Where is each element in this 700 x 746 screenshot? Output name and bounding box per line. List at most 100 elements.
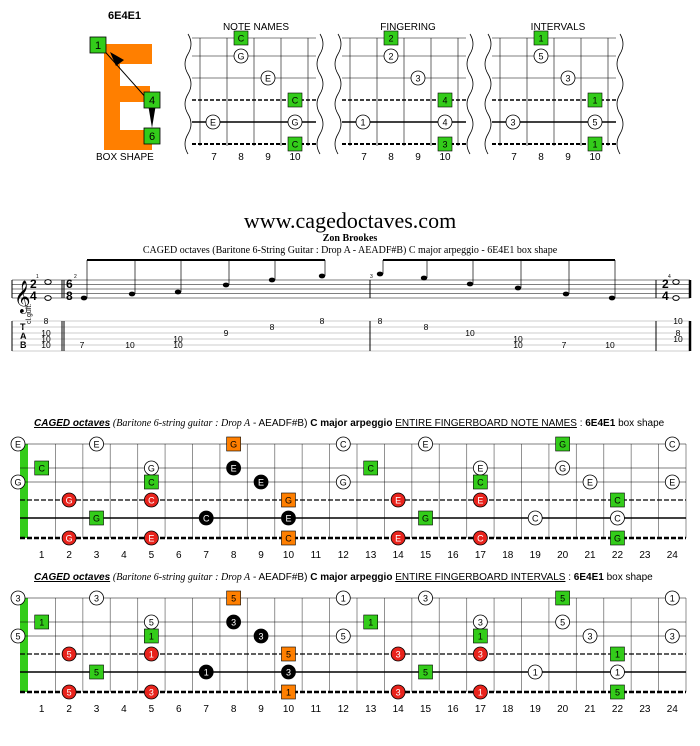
tab-number: 8 [676, 328, 681, 338]
tab-number: 8 [44, 316, 49, 326]
fret-number: 5 [149, 550, 155, 561]
fret-number: 11 [311, 704, 322, 715]
mini-mark-label: 4 [442, 118, 447, 128]
fret-mark [418, 664, 433, 680]
mini-mark [437, 136, 453, 152]
note-head [562, 291, 570, 297]
fret-mark [664, 436, 680, 452]
fret-number: 7 [203, 550, 209, 561]
fretboard-intervals: 353 5 1 3 5 11 5 3 1 3 51 3 5 1 3 35 1 5 3 3 15 1 3 5 1 15 3 1 3 1 51 2… [10, 590, 687, 715]
fret-mark [281, 664, 296, 680]
fret-mark [610, 684, 625, 700]
fret-mark-label: E [395, 496, 401, 506]
fret-number: 19 [530, 550, 542, 561]
mini-fret-number: 8 [538, 152, 544, 163]
tab-number: 10 [125, 340, 135, 350]
measure-number-3: 3 [370, 274, 373, 280]
fret-mark [144, 628, 159, 644]
fret-mark [198, 510, 214, 526]
fret-mark-label: 1 [533, 668, 538, 678]
time-sig-2-bottom: 8 [66, 289, 73, 303]
fret-mark-label: 3 [396, 688, 401, 698]
tab-number: 10 [41, 340, 51, 350]
mini-mark [560, 70, 576, 86]
mini-mark [587, 114, 603, 130]
fret-mark [473, 474, 488, 490]
fret-number: 21 [584, 704, 596, 715]
subtitle: CAGED octaves (Baritone 6-String Guitar … [142, 245, 558, 256]
mini-mark-label: 2 [388, 52, 393, 62]
fret-mark [390, 492, 406, 508]
fret-mark [89, 664, 104, 680]
tab-number: 10 [41, 328, 51, 338]
fret-number: 15 [420, 550, 432, 561]
fret-number: 9 [258, 704, 264, 715]
arrow-down-icon [148, 104, 156, 128]
fret-mark [418, 436, 433, 452]
nut [20, 598, 28, 692]
fret-number: 4 [121, 704, 127, 715]
fret-mark-label: 3 [588, 632, 593, 642]
fret-number: 13 [365, 704, 377, 715]
mini-mark-label: 2 [388, 34, 393, 44]
fret-mark-label: 3 [478, 650, 483, 660]
fret-mark [226, 436, 241, 452]
fret-mark-label: 5 [560, 594, 565, 604]
fret-number: 6 [176, 550, 182, 561]
fret-mark [281, 646, 296, 662]
fret-number: 7 [203, 704, 209, 715]
fret-mark-label: G [148, 464, 155, 474]
fret-mark-label: E [587, 478, 593, 488]
fret-mark-label: C [614, 514, 621, 524]
tab-letter-a: A [20, 331, 27, 341]
fret-mark [335, 590, 351, 606]
fret-mark-label: C [148, 496, 155, 506]
fret-mark-label: 5 [149, 618, 154, 628]
fret-mark [89, 510, 104, 526]
fret-mark-label: E [258, 478, 264, 488]
mini-mark-label: 4 [442, 96, 447, 106]
fret-mark [335, 436, 351, 452]
fret-mark-label: 5 [231, 594, 236, 604]
mini-fret-number: 7 [211, 152, 217, 163]
mini-diagram-fingering: 2 2 3 4 1 4 3 7 8 9 10 [334, 30, 474, 163]
fret-mark [281, 530, 296, 546]
fret-mark [472, 684, 488, 700]
tab-number: 10 [605, 340, 615, 350]
fret-mark [143, 492, 159, 508]
fret-mark-label: 3 [396, 650, 401, 660]
fret-number: 3 [94, 550, 100, 561]
tab-number: 8 [270, 322, 275, 332]
fretboard-intervals-title: CAGED octaves (Baritone 6-string guitar … [34, 572, 653, 583]
fret-number: 10 [283, 550, 295, 561]
tab-number: 7 [562, 340, 567, 350]
fret-mark [610, 530, 625, 546]
tab-number: 10 [41, 334, 51, 344]
fret-mark [555, 614, 571, 630]
fret-mark [390, 646, 406, 662]
box-shape-caption: BOX SHAPE [96, 152, 154, 163]
fret-number: 1 [39, 704, 45, 715]
fret-mark [253, 628, 269, 644]
fret-number: 1 [39, 550, 45, 561]
fret-mark [610, 492, 625, 508]
fret-number: 21 [584, 550, 596, 561]
fret-mark-label: G [559, 440, 566, 450]
tab-number: 10 [513, 334, 523, 344]
fret-mark-label: 3 [478, 618, 483, 628]
fret-mark [89, 590, 104, 606]
fret-mark [418, 590, 433, 606]
time-sig-2-top: 6 [66, 277, 73, 291]
fret-mark [335, 474, 351, 490]
measure-number-4: 4 [668, 274, 671, 280]
fret-number: 10 [283, 704, 295, 715]
fret-mark [363, 614, 379, 630]
fret-mark-label: G [66, 496, 73, 506]
fret-number: 4 [121, 550, 127, 561]
fret-mark-label: C [38, 464, 45, 474]
mini-mark [287, 114, 303, 130]
tab-number: 10 [465, 328, 475, 338]
fret-mark-label: E [148, 534, 154, 544]
fret-mark-label: E [285, 514, 291, 524]
fret-number: 11 [311, 550, 322, 561]
